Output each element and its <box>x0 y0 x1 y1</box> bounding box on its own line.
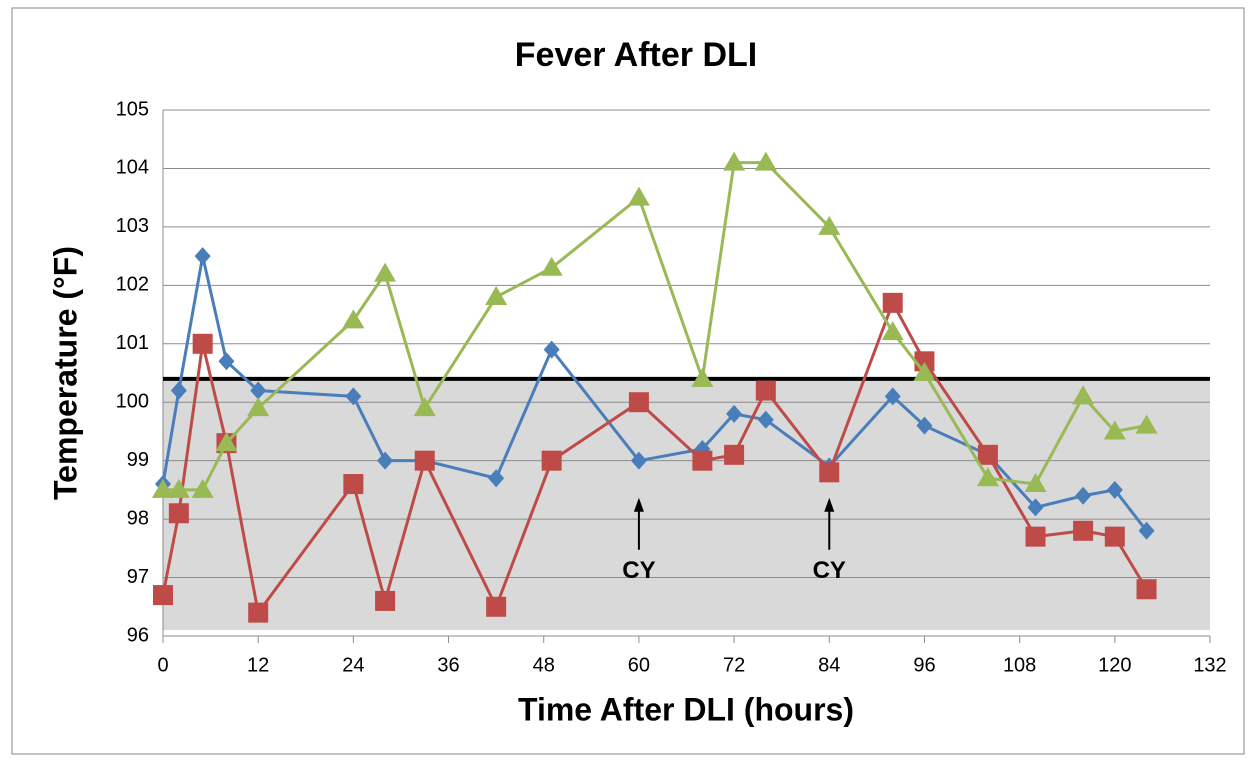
annotation-arrowhead <box>633 497 644 512</box>
data-point <box>168 503 189 524</box>
x-tick-label: 96 <box>913 654 935 676</box>
x-tick-label: 132 <box>1193 654 1226 676</box>
data-point <box>913 362 936 381</box>
x-tick-label: 72 <box>723 654 745 676</box>
data-point <box>153 585 173 606</box>
data-point <box>723 151 746 171</box>
annotation: CY <box>813 557 846 584</box>
y-tick-label: 98 <box>127 507 149 529</box>
data-point <box>413 397 436 417</box>
y-tick-label: 97 <box>127 566 149 588</box>
y-axis-label: Temperature (°F) <box>47 246 83 500</box>
data-point <box>1106 480 1123 499</box>
y-tick-label: 104 <box>116 157 149 179</box>
data-point <box>916 416 933 435</box>
x-tick-label: 60 <box>628 654 650 676</box>
data-point <box>630 451 647 470</box>
data-point <box>757 410 774 429</box>
x-tick-label: 48 <box>533 654 555 676</box>
data-point <box>191 478 214 498</box>
data-point <box>977 444 998 465</box>
y-tick-label: 99 <box>127 449 149 471</box>
y-tick-label: 101 <box>116 332 149 354</box>
data-point <box>543 340 560 359</box>
y-tick-label: 100 <box>116 391 149 413</box>
data-point <box>374 262 397 282</box>
data-point <box>819 462 840 483</box>
series-line <box>161 299 1148 617</box>
chart-title: Fever After DLI <box>515 36 757 74</box>
x-tick-label: 12 <box>247 654 269 676</box>
y-tick-label: 105 <box>116 98 149 120</box>
data-point <box>1135 414 1158 434</box>
data-point <box>377 451 394 470</box>
data-point <box>755 380 776 401</box>
data-point <box>343 474 364 495</box>
data-point <box>882 292 903 313</box>
x-tick-label: 36 <box>437 654 459 676</box>
data-point <box>1075 486 1092 505</box>
data-point <box>1136 579 1157 600</box>
x-tick-label: 84 <box>818 654 840 676</box>
data-point <box>345 387 362 406</box>
data-point <box>250 381 267 400</box>
data-point <box>1073 520 1094 541</box>
data-point <box>486 596 507 617</box>
data-point <box>215 432 238 452</box>
data-point <box>485 286 508 306</box>
data-point <box>488 469 505 488</box>
data-point <box>1104 526 1125 547</box>
x-tick-label: 0 <box>157 654 168 676</box>
x-axis-label: Time After DLI (hours) <box>518 691 854 727</box>
y-tick-label: 96 <box>127 624 149 646</box>
data-point <box>754 151 777 171</box>
data-point <box>1027 498 1044 517</box>
data-point <box>884 387 901 406</box>
data-point <box>1024 473 1047 493</box>
y-tick-label: 103 <box>116 215 149 237</box>
data-point <box>375 590 396 611</box>
data-point <box>414 450 435 471</box>
data-point <box>628 392 649 413</box>
data-point <box>540 256 563 276</box>
data-point <box>1103 420 1126 440</box>
data-point <box>976 467 999 487</box>
data-point <box>170 381 187 400</box>
data-point <box>691 367 714 387</box>
data-point <box>627 186 650 206</box>
annotation: CY <box>622 557 655 584</box>
data-point <box>152 478 174 498</box>
data-point <box>541 450 562 471</box>
data-point <box>881 321 904 341</box>
data-point <box>194 247 211 266</box>
data-point <box>1072 385 1095 405</box>
x-tick-label: 120 <box>1098 654 1131 676</box>
data-point <box>342 309 365 329</box>
annotation-arrowhead <box>824 497 835 512</box>
data-point <box>1025 526 1046 547</box>
data-point <box>247 397 270 417</box>
data-point <box>692 450 713 471</box>
data-point <box>726 404 743 423</box>
data-point <box>218 352 235 371</box>
data-point <box>818 215 841 235</box>
data-point <box>192 333 213 354</box>
data-point <box>167 478 190 498</box>
series-line <box>163 161 1147 492</box>
data-point <box>1138 521 1155 540</box>
data-point <box>248 602 269 623</box>
x-tick-label: 108 <box>1003 654 1036 676</box>
data-point <box>724 444 745 465</box>
y-tick-label: 102 <box>116 274 149 296</box>
x-tick-label: 24 <box>342 654 364 676</box>
